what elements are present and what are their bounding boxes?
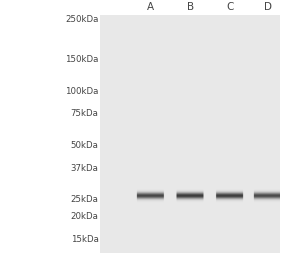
Text: 150kDa: 150kDa <box>65 55 98 64</box>
Text: A: A <box>147 2 154 12</box>
Text: 20kDa: 20kDa <box>70 212 98 221</box>
Text: 100kDa: 100kDa <box>65 87 98 96</box>
Text: D: D <box>263 2 272 12</box>
Text: 50kDa: 50kDa <box>70 141 98 150</box>
Text: C: C <box>226 2 233 12</box>
Bar <box>215 15 245 253</box>
Text: 250kDa: 250kDa <box>65 15 98 24</box>
Text: 75kDa: 75kDa <box>70 109 98 118</box>
Bar <box>175 15 205 253</box>
Text: 37kDa: 37kDa <box>70 164 98 173</box>
Bar <box>136 15 166 253</box>
Text: 25kDa: 25kDa <box>70 195 98 204</box>
Bar <box>252 15 283 253</box>
Text: B: B <box>187 2 194 12</box>
Text: 15kDa: 15kDa <box>70 235 98 244</box>
